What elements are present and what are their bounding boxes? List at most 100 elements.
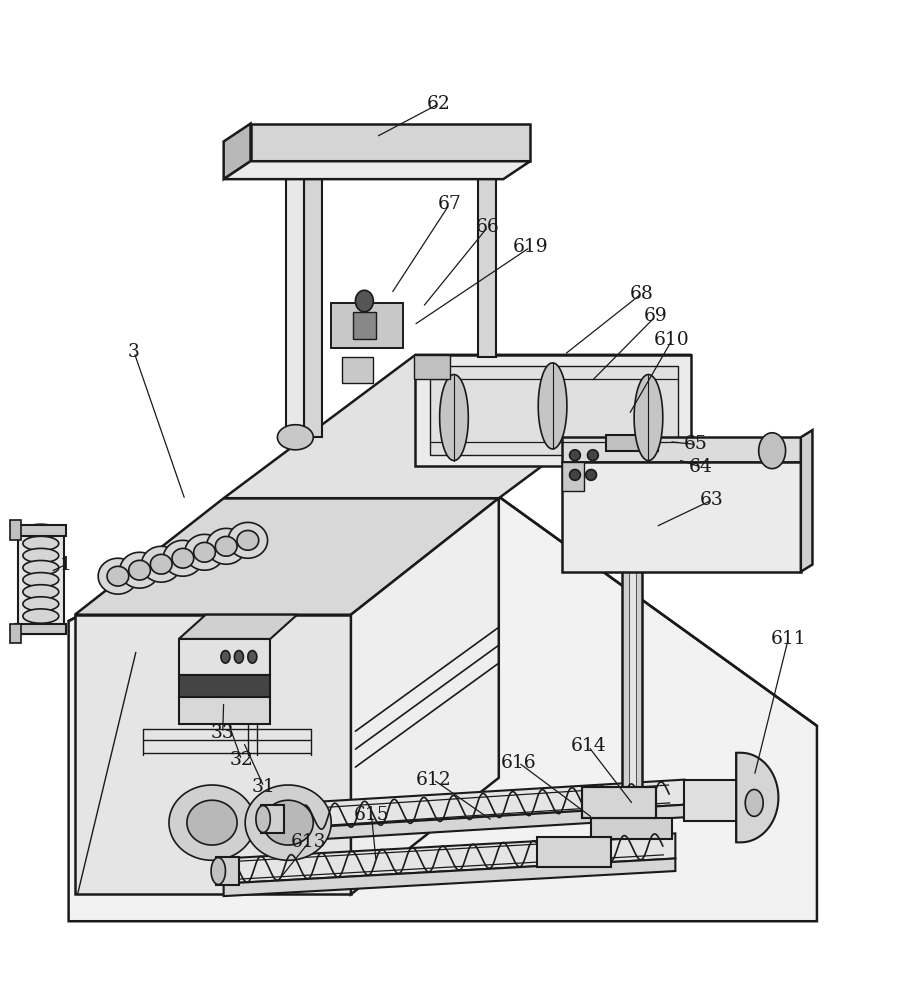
Polygon shape: [163, 540, 202, 576]
Polygon shape: [562, 462, 801, 572]
Text: 619: 619: [512, 238, 548, 256]
Polygon shape: [179, 697, 271, 724]
Text: 616: 616: [501, 754, 537, 772]
Polygon shape: [263, 800, 313, 845]
Polygon shape: [75, 498, 499, 615]
Polygon shape: [22, 573, 58, 587]
Text: 614: 614: [571, 737, 606, 755]
Polygon shape: [684, 780, 745, 821]
Polygon shape: [278, 425, 313, 450]
Polygon shape: [98, 558, 138, 594]
Polygon shape: [430, 366, 678, 455]
Polygon shape: [256, 806, 271, 832]
Polygon shape: [342, 357, 373, 383]
Polygon shape: [248, 651, 257, 663]
Polygon shape: [224, 858, 675, 896]
Polygon shape: [801, 430, 813, 572]
Polygon shape: [262, 805, 284, 833]
Polygon shape: [217, 857, 239, 885]
Polygon shape: [207, 528, 246, 564]
Polygon shape: [592, 818, 672, 839]
Polygon shape: [628, 444, 636, 805]
Polygon shape: [415, 355, 691, 466]
Polygon shape: [68, 442, 817, 921]
Text: 615: 615: [353, 806, 389, 824]
Polygon shape: [11, 624, 21, 643]
Polygon shape: [269, 805, 684, 842]
Polygon shape: [538, 837, 610, 867]
Polygon shape: [224, 124, 251, 179]
Polygon shape: [759, 433, 786, 469]
Polygon shape: [22, 585, 58, 599]
Polygon shape: [193, 542, 216, 562]
Polygon shape: [216, 536, 237, 556]
Polygon shape: [75, 615, 351, 894]
Polygon shape: [120, 552, 159, 588]
Polygon shape: [22, 560, 58, 575]
Polygon shape: [22, 597, 58, 611]
Text: 32: 32: [229, 751, 254, 769]
Polygon shape: [224, 355, 691, 498]
Polygon shape: [14, 525, 66, 536]
Polygon shape: [622, 444, 642, 805]
Polygon shape: [562, 462, 584, 491]
Text: 613: 613: [291, 833, 326, 851]
Polygon shape: [221, 651, 230, 663]
Polygon shape: [351, 498, 499, 894]
Polygon shape: [305, 161, 322, 437]
Polygon shape: [228, 522, 268, 558]
Polygon shape: [179, 639, 271, 675]
Polygon shape: [745, 789, 763, 816]
Polygon shape: [185, 534, 224, 570]
Polygon shape: [352, 312, 376, 339]
Polygon shape: [539, 363, 567, 449]
Polygon shape: [355, 290, 373, 312]
Polygon shape: [634, 375, 663, 461]
Text: 64: 64: [689, 458, 712, 476]
Text: 63: 63: [700, 491, 724, 509]
Polygon shape: [287, 161, 305, 437]
Text: 62: 62: [427, 95, 450, 113]
Polygon shape: [141, 546, 181, 582]
Polygon shape: [14, 624, 66, 634]
Polygon shape: [251, 124, 530, 161]
Text: 3: 3: [128, 343, 140, 361]
Polygon shape: [22, 524, 58, 539]
Polygon shape: [22, 536, 58, 551]
Polygon shape: [245, 785, 331, 860]
Polygon shape: [169, 785, 255, 860]
Text: 612: 612: [415, 771, 451, 789]
Polygon shape: [179, 615, 298, 639]
Polygon shape: [610, 803, 654, 821]
Polygon shape: [22, 609, 58, 623]
Polygon shape: [187, 800, 237, 845]
Polygon shape: [583, 787, 655, 818]
Polygon shape: [179, 675, 271, 697]
Polygon shape: [22, 548, 58, 563]
Text: 33: 33: [211, 724, 235, 742]
Polygon shape: [150, 554, 172, 574]
Polygon shape: [478, 161, 496, 357]
Polygon shape: [586, 470, 596, 480]
Text: 610: 610: [654, 331, 690, 349]
Polygon shape: [570, 470, 581, 480]
Polygon shape: [11, 520, 21, 540]
Polygon shape: [269, 780, 684, 830]
Text: 69: 69: [644, 307, 667, 325]
Polygon shape: [414, 355, 450, 379]
Text: 31: 31: [252, 778, 276, 796]
Polygon shape: [211, 858, 226, 884]
Polygon shape: [606, 435, 658, 451]
Polygon shape: [588, 450, 598, 461]
Polygon shape: [224, 161, 530, 179]
Polygon shape: [172, 548, 193, 568]
Polygon shape: [17, 527, 64, 634]
Polygon shape: [570, 450, 581, 461]
Polygon shape: [440, 375, 468, 461]
Polygon shape: [562, 437, 801, 462]
Text: 611: 611: [770, 630, 806, 648]
Polygon shape: [736, 753, 779, 842]
Polygon shape: [224, 833, 675, 884]
Polygon shape: [237, 530, 259, 550]
Text: 65: 65: [684, 435, 708, 453]
